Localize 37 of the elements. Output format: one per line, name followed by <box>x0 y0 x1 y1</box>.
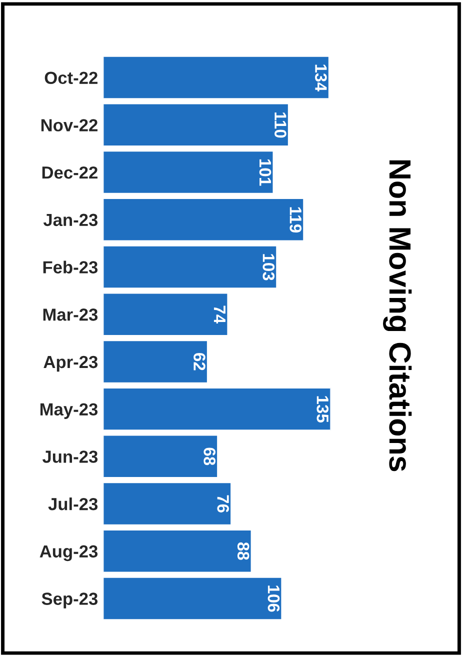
bar <box>103 482 232 526</box>
bar <box>103 198 304 242</box>
data-label: 110 <box>274 112 286 138</box>
data-label: 134 <box>315 64 327 92</box>
y-tick-label: Jun-23 <box>42 450 98 463</box>
y-tick-label: Mar-23 <box>43 308 98 321</box>
y-tick-label: Feb-23 <box>43 260 98 274</box>
bar <box>103 340 208 384</box>
y-tick-label: Nov-22 <box>41 119 98 132</box>
data-label: 88 <box>237 542 250 560</box>
bar <box>103 56 330 100</box>
y-tick-label: Oct-22 <box>44 72 98 84</box>
text: Non Moving Citations <box>383 160 412 472</box>
data-label: 103 <box>262 254 275 280</box>
bar <box>103 102 290 147</box>
bar <box>103 434 218 478</box>
data-label: 62 <box>194 353 206 370</box>
data-label: 76 <box>217 495 229 512</box>
y-tick-label: Jul-23 <box>48 497 98 510</box>
y-tick-label: Aug-23 <box>40 545 98 562</box>
data-label: 119 <box>290 207 302 232</box>
bar <box>103 387 331 432</box>
y-tick-label: Sep-23 <box>42 592 98 608</box>
bar <box>103 244 278 289</box>
data-label: 74 <box>214 306 226 324</box>
bar <box>103 150 274 194</box>
y-tick-label: Jan-23 <box>43 214 98 226</box>
y-tick-label: May-23 <box>40 403 98 419</box>
y-tick-label: Apr-23 <box>44 356 98 372</box>
bar <box>103 529 252 574</box>
bar <box>103 576 283 621</box>
data-label: 101 <box>259 159 272 186</box>
data-label: 135 <box>316 396 329 423</box>
data-label: 106 <box>268 586 280 612</box>
bar <box>103 292 229 336</box>
y-tick-label: Dec-22 <box>42 166 98 179</box>
data-label: 68 <box>204 448 216 466</box>
